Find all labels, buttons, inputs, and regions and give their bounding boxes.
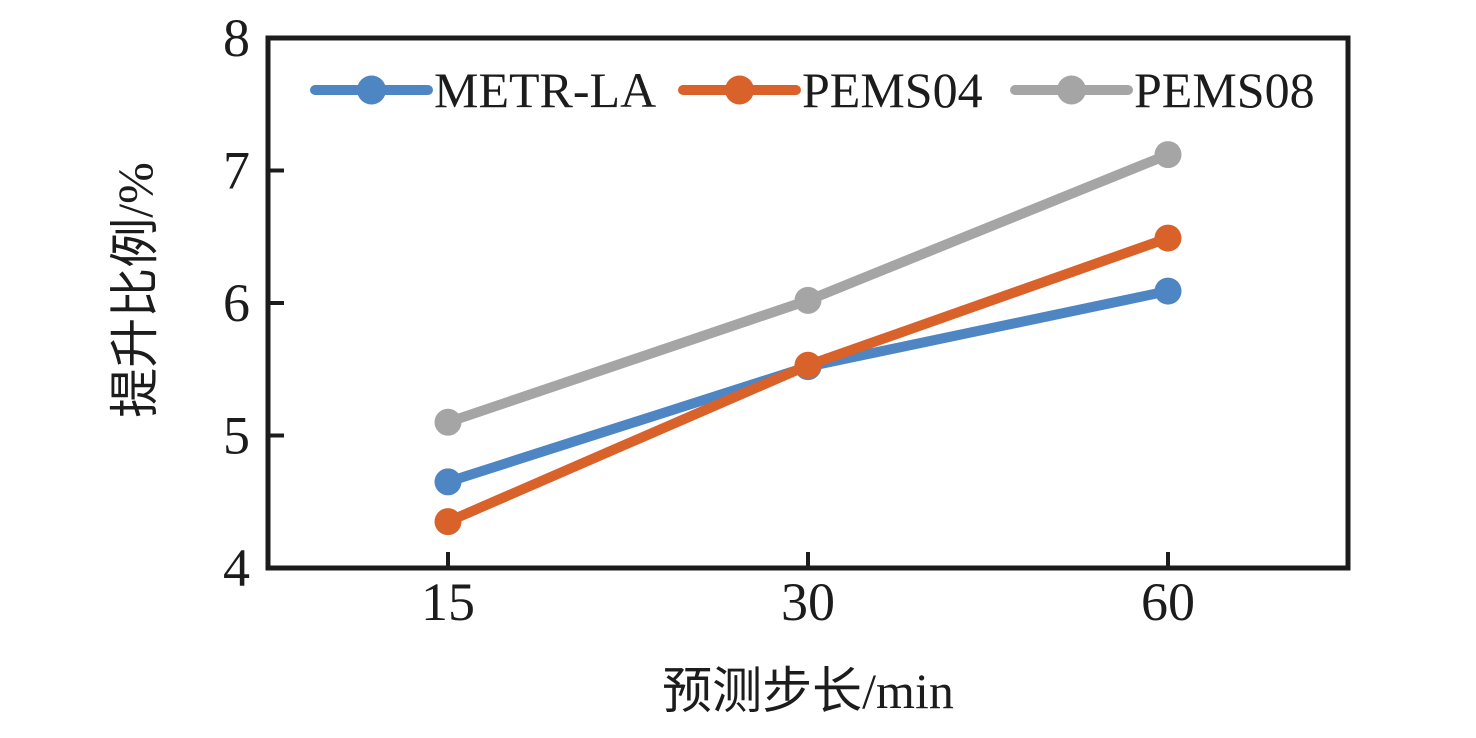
x-tick-label: 60 [1141, 572, 1195, 632]
data-point-PEMS04-30 [794, 351, 822, 379]
y-tick-label: 5 [223, 406, 250, 466]
legend-item-METR-LA: METR-LA [310, 62, 656, 118]
y-tick-label: 7 [223, 141, 250, 201]
data-point-METR-LA-60 [1154, 277, 1182, 305]
y-axis-label: 提升比例/% [107, 162, 163, 418]
x-tick-label: 15 [421, 572, 475, 632]
legend-marker-sample [357, 75, 386, 105]
legend-marker-sample [1057, 75, 1086, 105]
data-point-PEMS08-15 [434, 408, 462, 436]
y-tick-label: 6 [223, 273, 250, 333]
legend-item-PEMS04: PEMS04 [678, 62, 983, 118]
data-point-METR-LA-15 [434, 468, 462, 496]
legend-label-PEMS04: PEMS04 [802, 62, 983, 118]
data-point-PEMS08-60 [1154, 141, 1182, 169]
legend-item-PEMS08: PEMS08 [1010, 62, 1315, 118]
x-axis-label: 预测步长/min [662, 663, 954, 719]
legend-label-PEMS08: PEMS08 [1134, 62, 1315, 118]
data-point-PEMS04-15 [434, 508, 462, 536]
data-point-PEMS04-60 [1154, 224, 1182, 252]
x-tick-label: 30 [781, 572, 835, 632]
data-point-PEMS08-30 [794, 286, 822, 314]
y-tick-label: 4 [223, 538, 250, 598]
legend-label-METR-LA: METR-LA [434, 62, 656, 118]
legend-marker-sample [725, 75, 754, 105]
y-tick-label: 8 [223, 8, 250, 68]
